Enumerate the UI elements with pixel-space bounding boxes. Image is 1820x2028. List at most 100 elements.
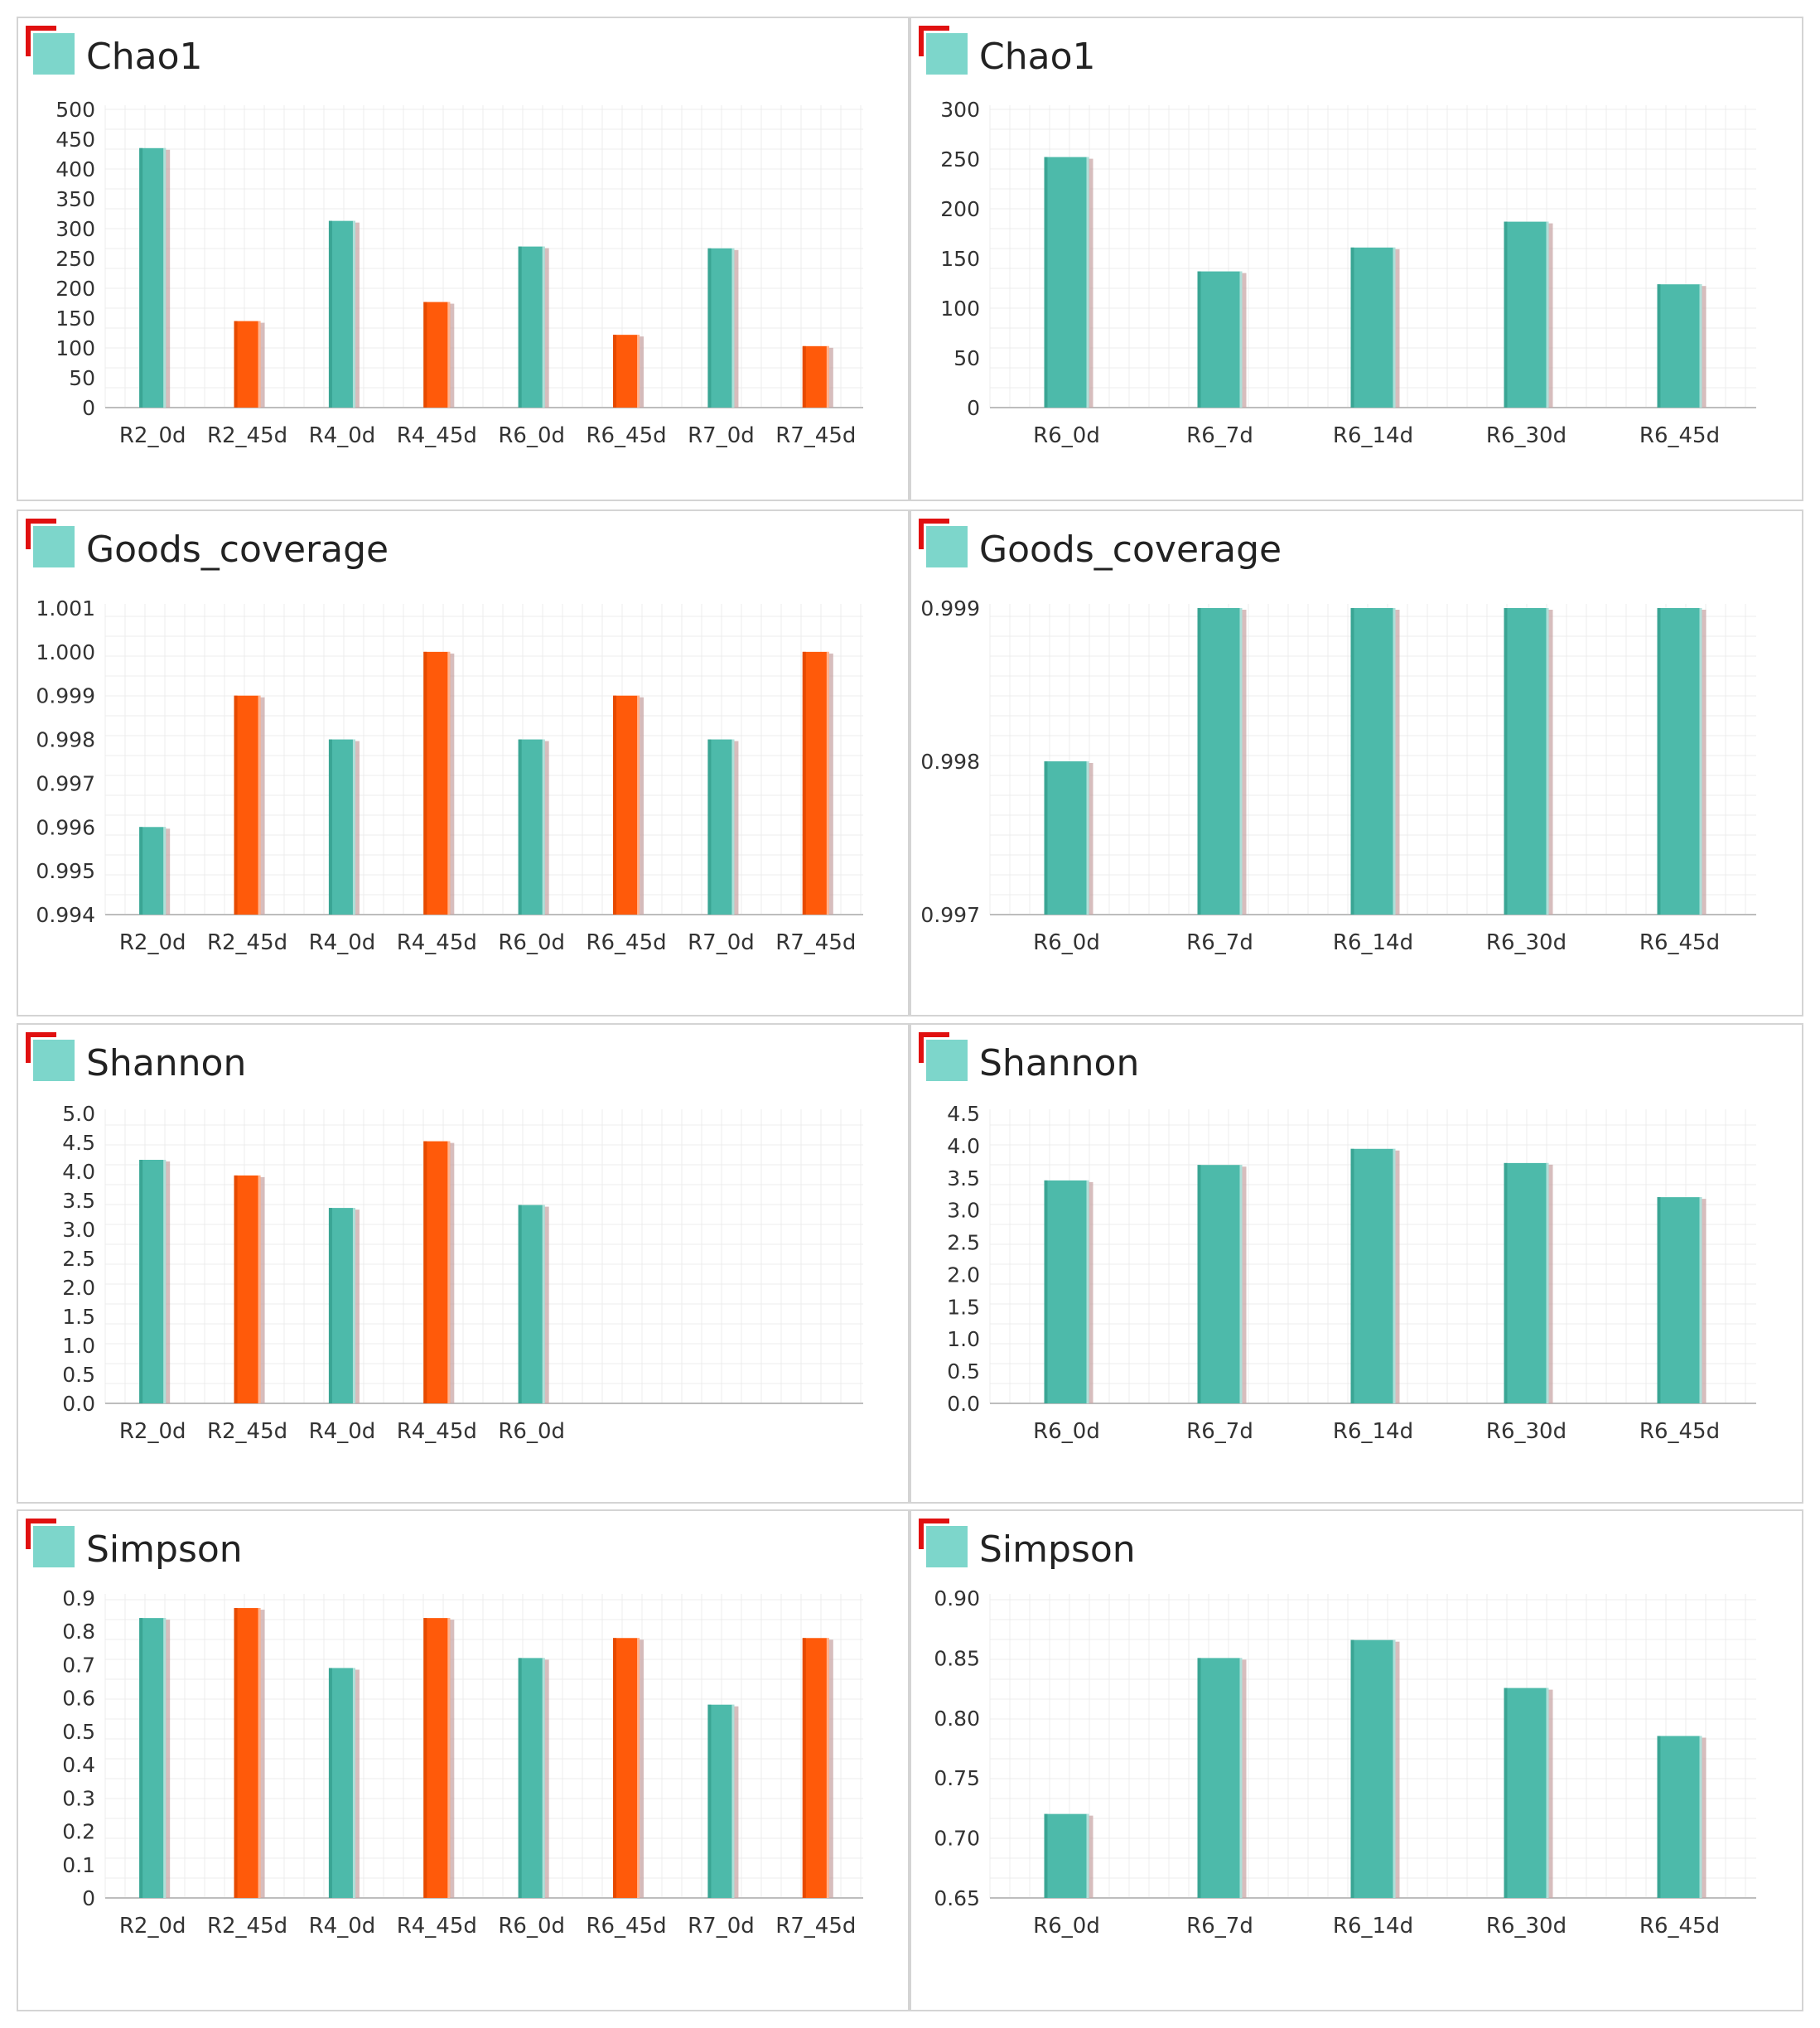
x-tick-label: R6_30d [1486, 1419, 1567, 1444]
x-tick-label: R4_45d [397, 423, 477, 448]
x-tick-label: R4_45d [397, 1419, 477, 1444]
y-tick-label: 0.70 [934, 1827, 980, 1851]
y-tick-label: 0.2 [62, 1820, 95, 1844]
x-tick-label: R7_0d [688, 1914, 755, 1939]
y-tick-label: 3.5 [62, 1189, 95, 1213]
y-tick-label: 0.997 [36, 771, 95, 795]
chart-panel-goods-coverage-r6: Goods_coverage 0.997 0.998 0.999 R6_0d R6_7d R… [910, 509, 1803, 1016]
title-marker-icon [919, 1519, 968, 1567]
chart-grid [104, 1594, 863, 1899]
y-tick-label: 0.5 [62, 1363, 95, 1387]
y-tick-label: 0.6 [62, 1687, 95, 1711]
y-tick-label: 100 [940, 297, 980, 321]
x-tick-label: R7_45d [775, 423, 856, 448]
y-tick-label: 3.0 [62, 1218, 95, 1242]
y-tick-label: 4.5 [62, 1131, 95, 1155]
y-tick-label: 1.5 [62, 1305, 95, 1329]
bar-R2_45d [234, 695, 265, 915]
y-tick-label: 0.999 [36, 684, 95, 708]
y-tick-label: 4.0 [62, 1160, 95, 1184]
chart-grid [104, 1109, 863, 1404]
bar-R7_45d [802, 1638, 833, 1898]
bar-R6_0d [1044, 157, 1093, 408]
y-tick-label: 0.75 [934, 1766, 980, 1790]
bar-R7_0d [707, 248, 739, 408]
x-tick-label: R6_7d [1186, 423, 1253, 448]
y-tick-label: 400 [56, 157, 95, 181]
bar-R6_0d [1044, 1813, 1093, 1898]
bar-R6_7d [1197, 1658, 1247, 1898]
x-tick-label: R6_0d [498, 423, 565, 448]
y-tick-label: 0.995 [36, 859, 95, 883]
y-tick-label: 0.0 [947, 1392, 980, 1416]
x-tick-label: R6_14d [1333, 423, 1413, 448]
bar-R6_0d [518, 246, 549, 408]
chart-title: Shannon [979, 1042, 1139, 1084]
y-tick-label: 0.9 [62, 1586, 95, 1610]
y-tick-label: 50 [69, 366, 95, 390]
x-tick-label: R7_0d [688, 423, 755, 448]
bar-R7_45d [802, 345, 833, 408]
bar-R2_0d [139, 1160, 171, 1403]
bar-R6_30d [1504, 221, 1553, 408]
y-tick-label: 2.5 [947, 1231, 980, 1255]
y-tick-label: 0.0 [62, 1392, 95, 1416]
x-tick-label: R2_45d [207, 1419, 287, 1444]
x-tick-label: R6_45d [1639, 1914, 1720, 1939]
bar-R6_45d [613, 335, 644, 408]
bar-R6_30d [1504, 608, 1553, 915]
chart-panel-simpson-r6: Simpson 0.65 0.70 0.75 0.80 0.85 0.90 R6_0d R6_7… [910, 1509, 1803, 2011]
bar-R4_0d [328, 1668, 360, 1898]
x-tick-label: R2_45d [207, 423, 287, 448]
y-tick-label: 3.5 [947, 1166, 980, 1190]
x-tick-label: R4_0d [309, 930, 376, 955]
y-tick-label: 0.80 [934, 1707, 980, 1731]
bar-R4_45d [423, 1618, 455, 1898]
y-tick-label: 250 [940, 147, 980, 171]
y-tick-label: 5.0 [62, 1102, 95, 1126]
y-tick-label: 0 [82, 396, 95, 420]
bar-R6_14d [1350, 1148, 1400, 1403]
y-tick-label: 0.996 [36, 815, 95, 839]
y-tick-label: 100 [56, 336, 95, 360]
y-tick-label: 450 [56, 128, 95, 152]
x-tick-label: R4_0d [309, 1419, 376, 1444]
chart-svg: Goods_coverage 0.997 0.998 0.999 R6_0d R6_7d R… [919, 519, 1756, 955]
bar-R2_45d [234, 321, 265, 408]
y-tick-label: 0.4 [62, 1753, 95, 1777]
bar-R2_0d [139, 1618, 171, 1898]
y-tick-label: 0.90 [934, 1586, 980, 1610]
bar-R6_7d [1197, 608, 1247, 915]
x-tick-label: R4_0d [309, 1914, 376, 1939]
chart-panel-chao1-r6: Chao1 0 50 100 150 200 250 300 R6_0d R6_7d R6_14d R… [910, 17, 1803, 501]
x-tick-label: R7_45d [775, 930, 856, 955]
y-tick-label: 0.997 [920, 903, 980, 927]
chart-panel-shannon-all: Shannon 0.0 0.5 1.0 1.5 2.0 2.5 3.0 3.5 4.0 4.5 5.0… [17, 1023, 910, 1504]
bar-R4_45d [423, 1141, 455, 1403]
y-tick-label: 0.1 [62, 1853, 95, 1877]
x-tick-label: R6_45d [1639, 423, 1720, 448]
chart-panel-simpson-all: Simpson 0 0.1 0.2 0.3 0.4 0.5 0.6 0.7 0.8 0.9 R2_0d… [17, 1509, 910, 2011]
y-tick-label: 1.001 [36, 596, 95, 620]
y-tick-label: 0.5 [947, 1359, 980, 1383]
bar-R2_45d [234, 1608, 265, 1898]
y-tick-label: 2.5 [62, 1247, 95, 1271]
x-tick-label: R6_0d [498, 1914, 565, 1939]
bar-R6_45d [613, 1638, 644, 1898]
y-tick-label: 0 [967, 396, 980, 420]
y-tick-label: 300 [940, 98, 980, 122]
y-tick-label: 1.000 [36, 640, 95, 664]
title-marker-icon [26, 519, 75, 567]
y-tick-label: 0.5 [62, 1720, 95, 1744]
x-tick-label: R6_30d [1486, 930, 1567, 955]
chart-svg: Simpson 0.65 0.70 0.75 0.80 0.85 0.90 R6_0d R6_7… [919, 1519, 1756, 1939]
title-marker-icon [919, 26, 968, 75]
bar-R2_0d [139, 147, 171, 408]
bar-R6_7d [1197, 271, 1247, 408]
chart-grid [104, 105, 863, 408]
y-tick-label: 0.3 [62, 1786, 95, 1810]
chart-title: Shannon [86, 1042, 246, 1084]
x-tick-label: R6_7d [1186, 930, 1253, 955]
chart-title: Goods_coverage [979, 529, 1282, 571]
title-marker-icon [919, 519, 968, 567]
